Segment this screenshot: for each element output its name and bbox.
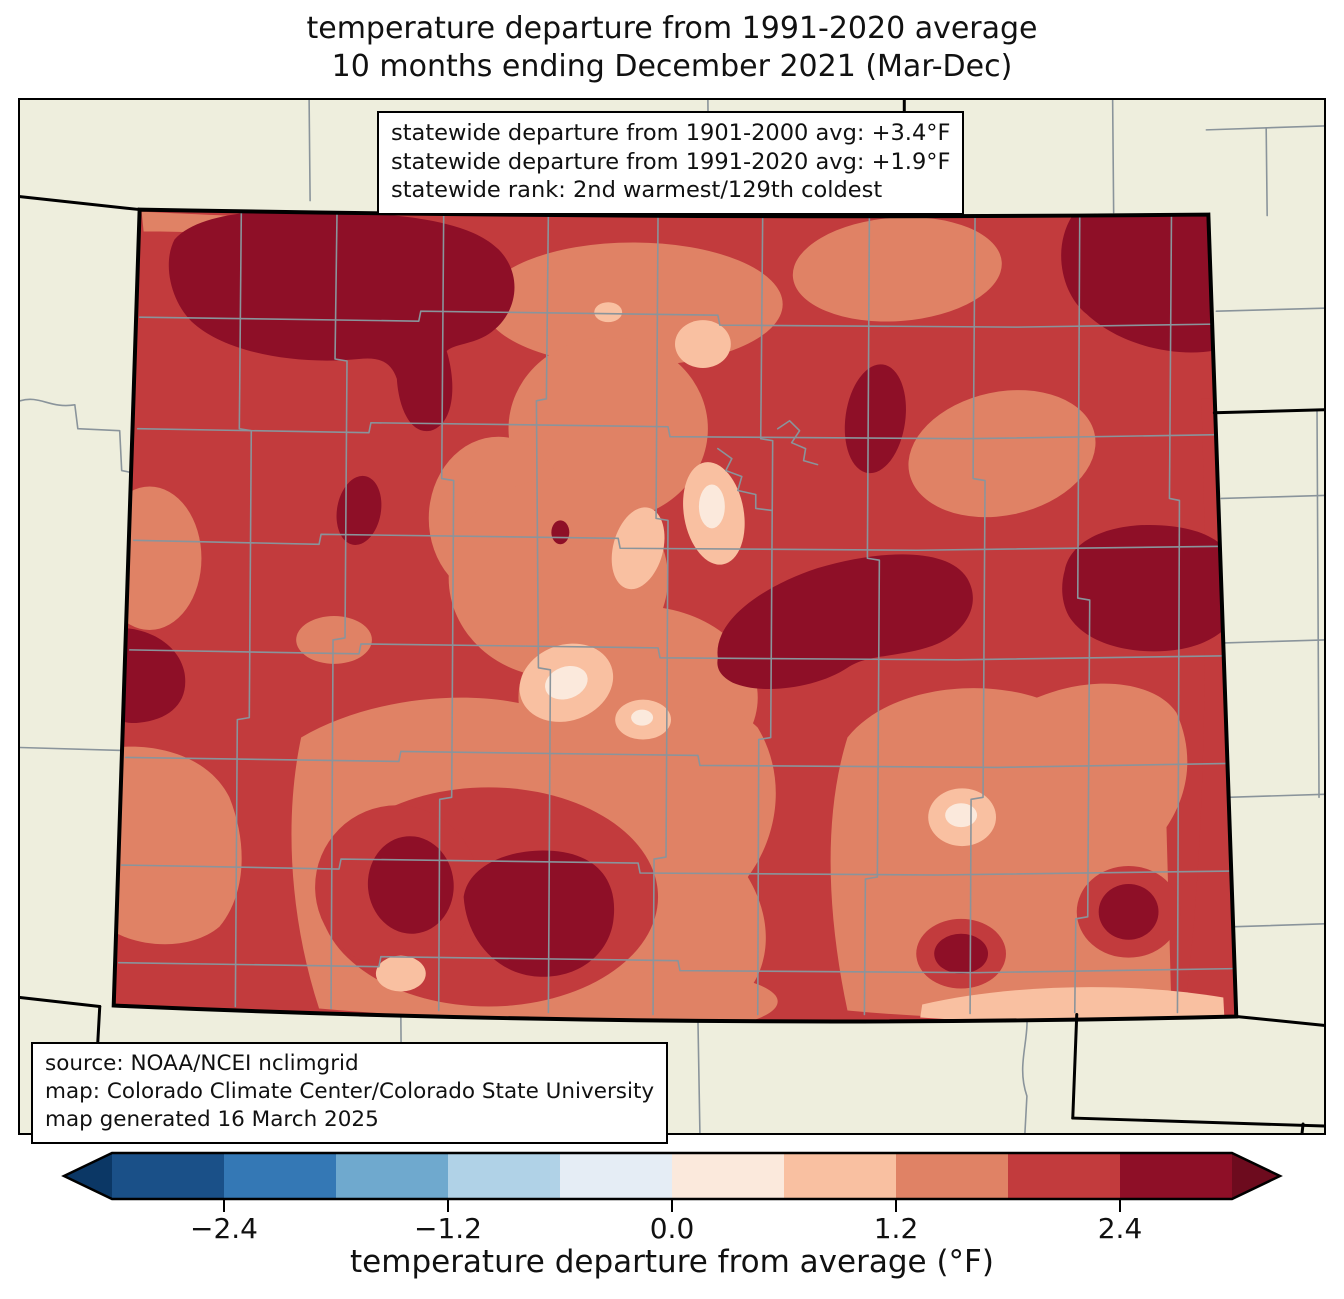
colorbar-under-arrow bbox=[64, 1153, 112, 1199]
colorbar-axis-label: temperature departure from average (°F) bbox=[350, 1244, 994, 1280]
colorbar-segment bbox=[448, 1153, 561, 1199]
colorbar-segment bbox=[336, 1153, 449, 1199]
contour-pale-spots bbox=[545, 484, 978, 828]
source-line-1: source: NOAA/NCEI nclimgrid bbox=[45, 1051, 359, 1076]
stats-line-1: statewide departure from 1901-2000 avg: … bbox=[391, 120, 951, 146]
temperature-contours bbox=[113, 209, 1237, 1022]
colorbar-segment bbox=[224, 1153, 337, 1199]
colorado-state-border bbox=[111, 207, 1239, 1024]
colorbar-segment bbox=[672, 1153, 785, 1199]
colorbar-segment bbox=[560, 1153, 673, 1199]
statewide-stats-box: statewide departure from 1901-2000 avg: … bbox=[377, 111, 965, 215]
colorbar-ticks: −2.4 −1.2 0.0 1.2 2.4 bbox=[190, 1199, 1142, 1245]
map-axes bbox=[18, 98, 1326, 1135]
colorbar-tick-label: −1.2 bbox=[414, 1212, 482, 1245]
colorbar-over-arrow bbox=[1232, 1153, 1280, 1199]
title-line-1: temperature departure from 1991-2020 ave… bbox=[306, 11, 1038, 46]
colorbar-segments bbox=[64, 1153, 1280, 1199]
stats-line-2: statewide departure from 1991-2020 avg: … bbox=[391, 148, 951, 175]
colorbar-outline bbox=[61, 1151, 1283, 1201]
colorbar-segment bbox=[784, 1153, 897, 1199]
source-line-3: map generated 16 March 2025 bbox=[45, 1107, 379, 1132]
colorbar-tick-label: 1.2 bbox=[874, 1212, 919, 1245]
colorbar: −2.4 −1.2 0.0 1.2 2.4 temperature departure … bbox=[61, 1151, 1283, 1280]
stats-line-3: statewide rank: 2nd warmest/129th coldes… bbox=[391, 177, 883, 203]
colorbar-segment bbox=[112, 1153, 225, 1199]
source-line-2: map: Colorado Climate Center/Colorado St… bbox=[45, 1079, 655, 1104]
colorbar-tick-label: 2.4 bbox=[1098, 1212, 1143, 1245]
colorbar-segment bbox=[896, 1153, 1009, 1199]
colorbar-tick-label: 0.0 bbox=[650, 1212, 695, 1245]
title-line-2: 10 months ending December 2021 (Mar-Dec) bbox=[331, 49, 1013, 84]
source-attribution-box: source: NOAA/NCEI nclimgrid map: Colorad… bbox=[31, 1042, 669, 1144]
county-lines-colorado bbox=[117, 210, 1236, 1016]
colorado-temperature-map bbox=[20, 100, 1324, 1133]
colorbar-segment bbox=[1008, 1153, 1121, 1199]
colorbar-tick-label: −2.4 bbox=[190, 1212, 258, 1245]
colorbar-segment bbox=[1120, 1153, 1233, 1199]
figure-title: temperature departure from 1991-2020 ave… bbox=[0, 10, 1344, 86]
